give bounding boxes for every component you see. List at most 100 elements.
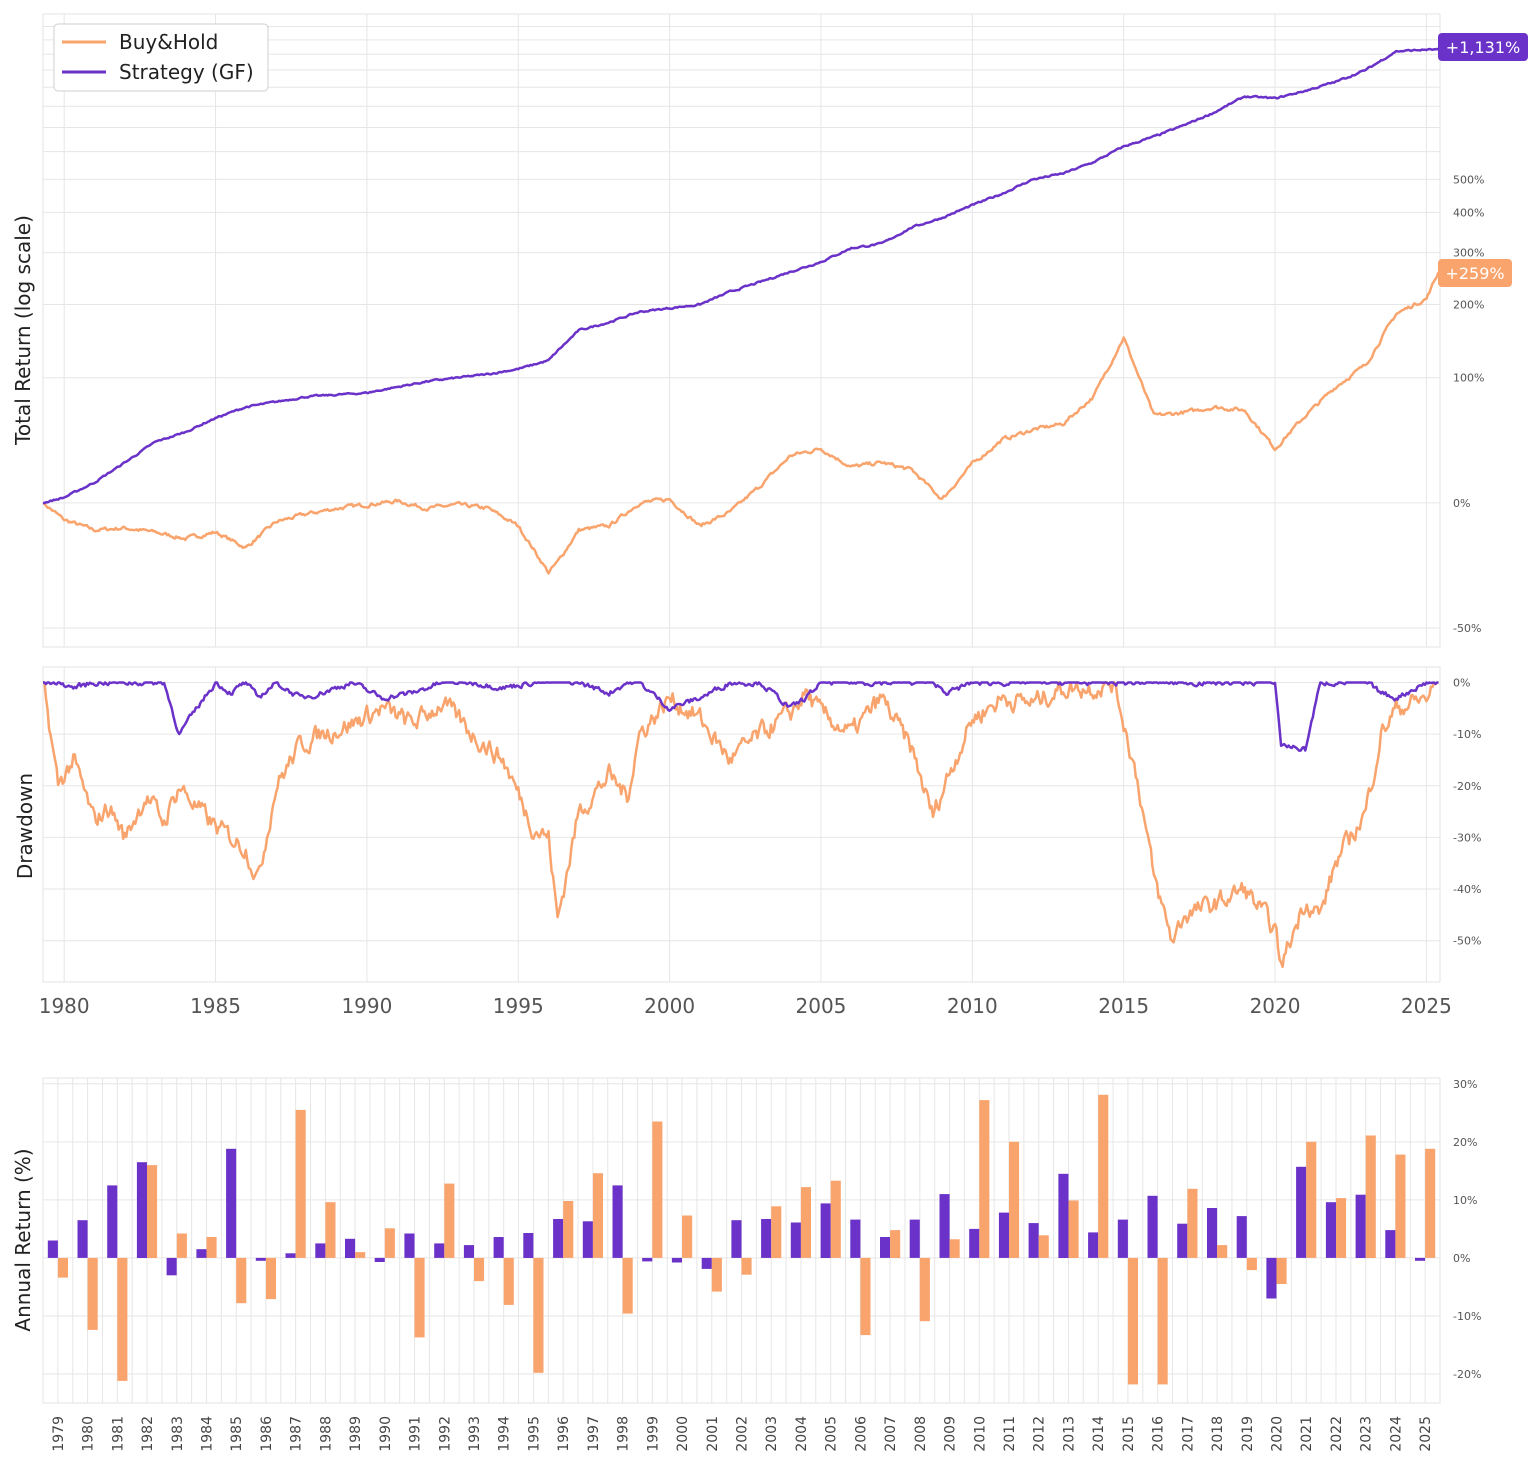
buyhold-annual-bar: [1217, 1245, 1228, 1258]
annual-return-tick-label: 10%: [1453, 1194, 1477, 1207]
annual-x-tick-label: 1985: [229, 1416, 245, 1452]
buyhold-end-badge: +259%: [1438, 259, 1512, 287]
annual-x-tick-label: 2012: [1032, 1416, 1048, 1452]
annual-x-tick-label: 2002: [735, 1416, 751, 1452]
strategy-annual-bar: [404, 1233, 415, 1258]
year-tick-label: 1990: [341, 994, 392, 1018]
annual-x-tick-label: 2023: [1359, 1416, 1375, 1452]
strategy-annual-bar: [998, 1212, 1009, 1258]
buyhold-annual-bar: [236, 1257, 247, 1304]
annual-return-tick-label: -10%: [1453, 1310, 1481, 1323]
annual-x-tick-label: 1992: [437, 1416, 453, 1452]
buyhold-annual-bar: [325, 1202, 336, 1258]
buyhold-annual-bar: [265, 1257, 276, 1300]
buyhold-annual-bar: [1365, 1135, 1376, 1258]
drawdown-tick-label: -30%: [1453, 831, 1481, 844]
legend-label-buyhold: Buy&Hold: [119, 30, 218, 54]
buyhold-annual-bar: [949, 1239, 960, 1258]
total-return-tick-label: 100%: [1453, 372, 1484, 385]
strategy-badge-bg: [1438, 33, 1528, 61]
legend-label-strategy: Strategy (GF): [119, 60, 254, 84]
total-return-lines: [42, 47, 1440, 575]
annual-x-tick-label: 1996: [556, 1416, 572, 1452]
buyhold-annual-bar: [1127, 1257, 1138, 1385]
strategy-annual-bar: [909, 1219, 920, 1258]
buyhold-annual-bar: [1098, 1094, 1109, 1258]
year-tick-label: 2025: [1401, 994, 1452, 1018]
strategy-annual-bar: [612, 1185, 623, 1258]
drawdown-tick-label: -50%: [1453, 935, 1481, 948]
buyhold-annual-bar: [711, 1257, 722, 1292]
annual-x-tick-label: 2000: [675, 1416, 691, 1452]
annual-return-tick-label: 20%: [1453, 1136, 1477, 1149]
annual-x-tick-label: 1984: [200, 1416, 216, 1452]
total-return-panel: [42, 13, 1441, 648]
strategy-annual-bar: [107, 1185, 118, 1258]
buyhold-annual-bar: [1157, 1257, 1168, 1385]
annual-x-tick-label: 1980: [81, 1416, 97, 1452]
buyhold-annual-bar: [206, 1237, 217, 1258]
annual-x-tick-label: 1989: [348, 1416, 364, 1452]
buyhold-annual-bar: [533, 1257, 544, 1373]
legend-box: [53, 23, 269, 92]
strategy-annual-bar: [463, 1245, 474, 1258]
buyhold-annual-bar: [295, 1109, 306, 1258]
total-return-tick-label: 500%: [1453, 173, 1484, 186]
annual-x-tick-label: 2019: [1240, 1416, 1256, 1452]
strategy-annual-bar: [255, 1257, 266, 1261]
buyhold-annual-bar: [1395, 1154, 1406, 1258]
strategy-annual-bar: [1088, 1232, 1099, 1258]
annual-x-tick-label: 2022: [1329, 1416, 1345, 1452]
buyhold-annual-bar: [682, 1215, 693, 1258]
buyhold-drawdown-line: [43, 681, 1439, 969]
strategy-annual-bar: [315, 1243, 326, 1258]
legend: Buy&Hold Strategy (GF): [53, 23, 269, 92]
year-tick-label: 2020: [1250, 994, 1301, 1018]
buyhold-annual-bar: [87, 1257, 98, 1330]
strategy-drawdown-line: [43, 681, 1439, 752]
strategy-annual-bar: [493, 1237, 504, 1258]
total-return-tick-label: 200%: [1453, 299, 1484, 312]
annual-x-ticks: 1979 1980 1981 1982 1983 1984 1985 1986 1987 1988…: [51, 1416, 1434, 1452]
buyhold-annual-bar: [1246, 1257, 1257, 1271]
strategy-annual-bar: [880, 1237, 891, 1258]
annual-x-tick-label: 1981: [110, 1416, 126, 1452]
year-tick-label: 1985: [190, 994, 241, 1018]
year-tick-label: 2000: [644, 994, 695, 1018]
total-return-ylabel: Total Return (log scale): [11, 215, 35, 446]
strategy-annual-bar: [434, 1243, 445, 1258]
strategy-annual-bar: [1385, 1230, 1396, 1258]
annual-x-tick-label: 1979: [51, 1416, 67, 1452]
buyhold-annual-bar: [979, 1100, 990, 1258]
strategy-annual-bar: [582, 1221, 593, 1258]
year-x-ticks: 1980 1985 1990 1995 2000 2005 2010 2015 2020 2025: [39, 994, 1452, 1018]
buyhold-annual-bar: [771, 1206, 782, 1258]
annual-return-tick-label: 30%: [1453, 1078, 1477, 1091]
annual-x-tick-label: 2001: [705, 1416, 721, 1452]
annual-x-tick-label: 1986: [259, 1416, 275, 1452]
strategy-annual-bar: [1147, 1195, 1158, 1258]
strategy-annual-bar: [374, 1257, 385, 1262]
annual-x-tick-label: 2014: [1091, 1416, 1107, 1452]
buyhold-annual-bar: [860, 1257, 871, 1336]
drawdown-panel: [42, 666, 1441, 983]
annual-x-tick-label: 2004: [794, 1416, 810, 1452]
annual-x-tick-label: 1990: [378, 1416, 394, 1452]
buyhold-annual-bar: [1187, 1188, 1198, 1258]
strategy-annual-bar: [196, 1249, 207, 1258]
drawdown-tick-label: 0%: [1453, 676, 1470, 689]
annual-x-tick-label: 2008: [913, 1416, 929, 1452]
buyhold-annual-bar: [800, 1187, 811, 1258]
annual-x-tick-label: 2015: [1121, 1416, 1137, 1452]
annual-return-bars: [47, 1094, 1436, 1385]
strategy-annual-bar: [1117, 1219, 1128, 1258]
strategy-total-return-line: [42, 47, 1440, 505]
annual-x-tick-label: 2025: [1418, 1416, 1434, 1452]
strategy-annual-bar: [1236, 1216, 1247, 1258]
strategy-annual-bar: [77, 1220, 88, 1258]
annual-x-tick-label: 1998: [616, 1416, 632, 1452]
buyhold-annual-bar: [1038, 1235, 1049, 1258]
buyhold-annual-bar: [652, 1121, 663, 1258]
total-return-tick-label: -50%: [1453, 622, 1481, 635]
